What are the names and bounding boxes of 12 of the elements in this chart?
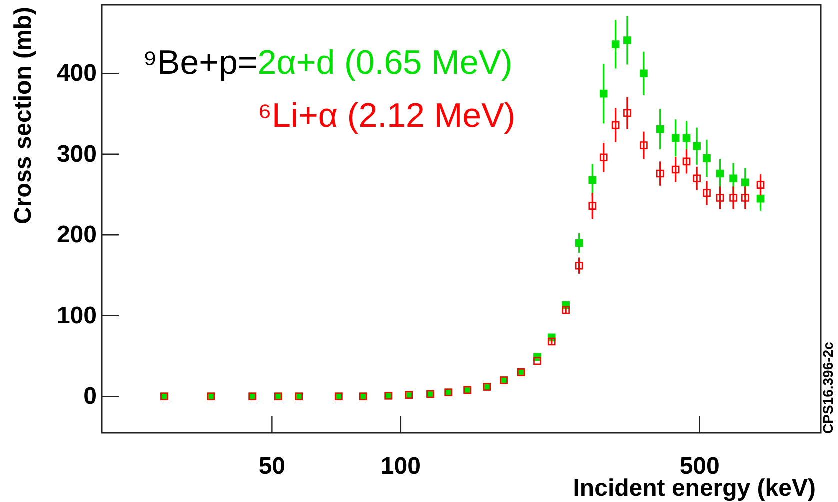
annotation: CPS16.396-2c [820, 342, 836, 434]
y-axis-title: Cross section (mb) [10, 7, 37, 224]
y-tick-label: 0 [84, 383, 97, 410]
text: 2α+d (0.65 MeV) [258, 44, 513, 82]
x-tick-label: 100 [380, 453, 421, 480]
x-tick-label: 50 [258, 453, 286, 480]
text: ⁶Li+α (2.12 MeV) [258, 97, 516, 135]
text: ⁹Be+p= [143, 44, 258, 82]
y-tick-label: 300 [56, 140, 97, 168]
y-tick-label: 100 [56, 302, 97, 330]
y-tick-label: 400 [56, 60, 97, 88]
y-tick-label: 200 [56, 222, 97, 249]
